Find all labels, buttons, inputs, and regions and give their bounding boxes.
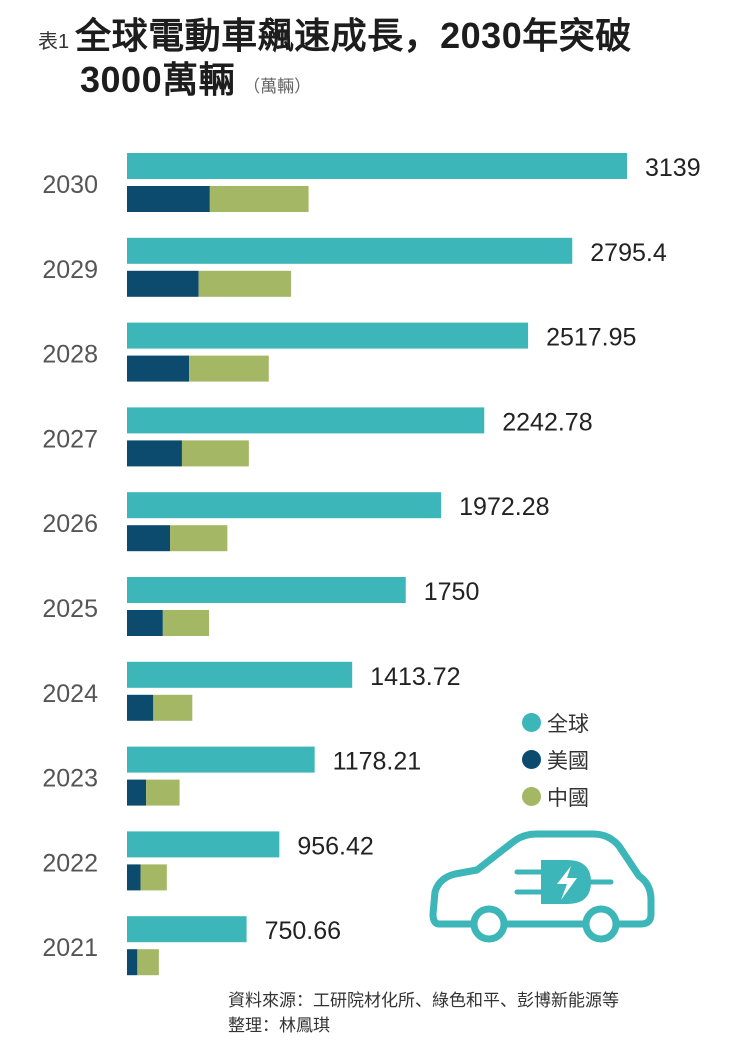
title-block: 表1 全球電動車飆速成長，2030年突破 3000萬輛 （萬輛） bbox=[38, 14, 718, 102]
legend-label-usa: 美國 bbox=[547, 749, 589, 773]
bar-global-2025 bbox=[127, 577, 406, 603]
year-label-2024: 2024 bbox=[42, 680, 98, 708]
bar-global-2023 bbox=[127, 746, 315, 773]
bar-china-2024 bbox=[153, 694, 193, 721]
chart-title-line-2: 3000萬輛 bbox=[80, 59, 236, 100]
bar-china-2023 bbox=[146, 779, 180, 806]
plug-icon bbox=[514, 860, 614, 904]
unit-label: （萬輛） bbox=[243, 77, 312, 96]
chart-title-line-1: 全球電動車飆速成長，2030年突破 bbox=[75, 15, 632, 56]
compiled-by-text: 整理：林鳳琪 bbox=[228, 1016, 330, 1035]
legend-item-usa: 美國 bbox=[522, 741, 589, 778]
bar-china-2022 bbox=[140, 864, 167, 891]
figure-label: 表1 bbox=[38, 31, 70, 53]
bar-usa-2024 bbox=[127, 694, 154, 721]
car-body-outline bbox=[429, 830, 655, 928]
bar-china-2025 bbox=[162, 610, 210, 636]
legend-label-global: 全球 bbox=[547, 712, 589, 736]
bar-usa-2029 bbox=[127, 270, 199, 297]
year-label-2030: 2030 bbox=[42, 171, 98, 199]
legend-label-china: 中國 bbox=[547, 786, 589, 810]
value-label-2025: 1750 bbox=[424, 578, 480, 606]
bar-china-2026 bbox=[170, 525, 228, 552]
bar-usa-2021 bbox=[127, 949, 138, 976]
year-label-2029: 2029 bbox=[42, 256, 98, 284]
year-label-2023: 2023 bbox=[42, 765, 98, 793]
title-row-1: 表1 全球電動車飆速成長，2030年突破 bbox=[38, 14, 718, 58]
bar-global-2022 bbox=[127, 831, 280, 858]
bar-usa-2022 bbox=[127, 864, 141, 891]
bar-global-2030 bbox=[127, 153, 627, 179]
value-label-2023: 1178.21 bbox=[333, 748, 422, 776]
year-label-2028: 2028 bbox=[42, 341, 98, 369]
bar-usa-2025 bbox=[127, 610, 163, 636]
value-label-2026: 1972.28 bbox=[459, 493, 549, 521]
bar-china-2021 bbox=[137, 949, 159, 976]
bar-global-2027 bbox=[127, 407, 485, 434]
value-label-2021: 750.66 bbox=[265, 917, 341, 945]
value-label-2029: 2795.4 bbox=[590, 239, 667, 267]
value-label-2022: 956.42 bbox=[297, 832, 373, 860]
year-label-2027: 2027 bbox=[42, 425, 98, 453]
year-label-2025: 2025 bbox=[42, 595, 98, 623]
value-label-2027: 2242.78 bbox=[502, 408, 592, 436]
bar-usa-2023 bbox=[127, 779, 147, 806]
bar-china-2028 bbox=[189, 355, 269, 382]
car-rear-wheel bbox=[582, 905, 620, 943]
year-label-2022: 2022 bbox=[42, 849, 98, 877]
electric-car-plug-icon bbox=[429, 830, 655, 943]
source-block: 資料來源：工研院材化所、綠色和平、彭博新能源等 整理：林鳳琪 bbox=[228, 988, 619, 1038]
bar-usa-2030 bbox=[127, 186, 210, 212]
value-label-2028: 2517.95 bbox=[546, 324, 636, 352]
bar-global-2024 bbox=[127, 661, 353, 688]
year-label-2021: 2021 bbox=[42, 934, 98, 962]
legend-item-china: 中國 bbox=[522, 778, 589, 815]
bar-china-2029 bbox=[198, 270, 292, 297]
bar-usa-2028 bbox=[127, 355, 190, 382]
value-label-2030: 3139 bbox=[645, 154, 701, 182]
legend: 全球 美國 中國 bbox=[522, 704, 589, 815]
title-row-2: 3000萬輛 （萬輛） bbox=[38, 58, 718, 102]
source-text: 資料來源：工研院材化所、綠色和平、彭博新能源等 bbox=[228, 991, 619, 1010]
bar-global-2028 bbox=[127, 322, 529, 349]
car-front-wheel bbox=[470, 905, 508, 943]
value-label-2024: 1413.72 bbox=[370, 663, 460, 691]
bar-usa-2027 bbox=[127, 440, 182, 467]
legend-swatch-global bbox=[522, 713, 541, 732]
bar-china-2027 bbox=[181, 440, 249, 467]
bar-global-2021 bbox=[127, 916, 247, 943]
bar-usa-2026 bbox=[127, 525, 171, 552]
lightning-bolt-icon bbox=[557, 866, 577, 900]
bar-china-2030 bbox=[209, 186, 309, 212]
legend-item-global: 全球 bbox=[522, 704, 589, 741]
bar-global-2029 bbox=[127, 237, 573, 264]
year-label-2026: 2026 bbox=[42, 510, 98, 538]
legend-swatch-usa bbox=[522, 750, 541, 769]
legend-swatch-china bbox=[522, 787, 541, 806]
bar-global-2026 bbox=[127, 492, 442, 519]
